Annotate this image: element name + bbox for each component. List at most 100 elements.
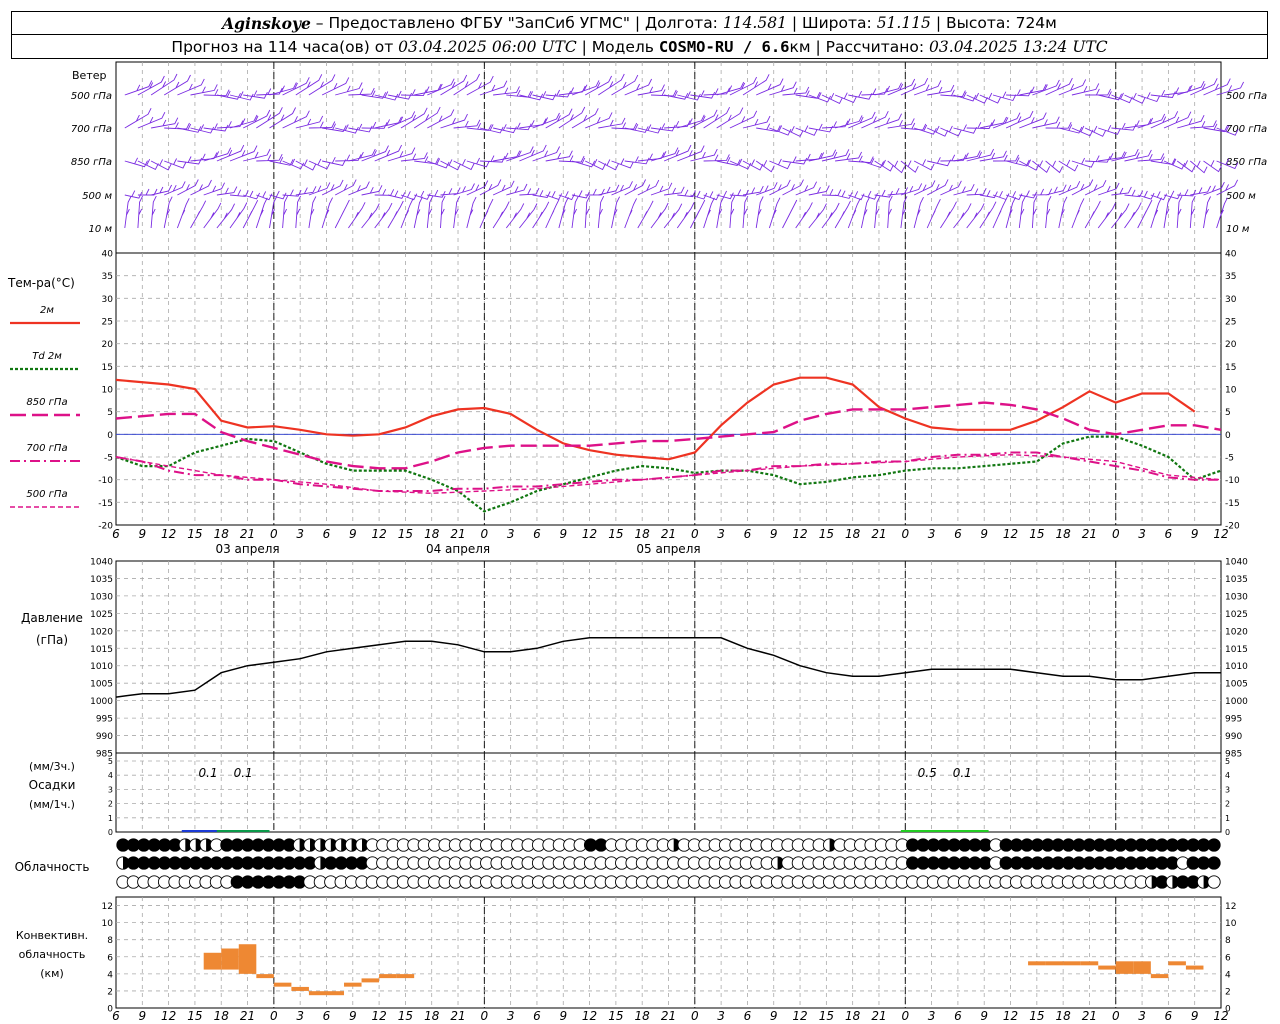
wind-barb	[821, 92, 843, 104]
wind-barb	[335, 154, 362, 162]
pressure-title: Давление	[21, 611, 83, 625]
altitude-label: | Высота:	[930, 14, 1016, 32]
axis-tick-label-left: 1005	[90, 680, 113, 690]
wind-barb	[124, 196, 132, 229]
day-label: 05 апреля	[636, 542, 700, 556]
wind-barb	[808, 92, 832, 103]
precip-bar	[900, 830, 954, 832]
x-tick-label: 0	[691, 1009, 699, 1023]
wind-barb	[150, 184, 173, 196]
wind-barb	[677, 145, 705, 162]
wind-barb	[545, 150, 573, 162]
wind-barb	[755, 196, 764, 229]
day-label: 04 апреля	[426, 542, 490, 556]
wind-barb	[1111, 203, 1130, 229]
wind-barb	[1045, 77, 1073, 96]
wind-barb	[887, 118, 915, 129]
x-tick-label: 18	[635, 527, 651, 541]
conv-bar	[256, 974, 274, 979]
wind-barb	[1006, 89, 1032, 97]
conv-tick-right: 4	[1225, 970, 1231, 980]
x-tick-label: 3	[717, 1009, 725, 1023]
cloud-symbol	[1207, 856, 1221, 870]
wind-barb	[466, 157, 490, 168]
wind-level-label-right: 500 гПа	[1226, 91, 1267, 102]
wind-barb	[834, 200, 851, 229]
wind-barb	[860, 196, 871, 229]
wind-barb	[322, 123, 347, 132]
x-tick-label: 15	[187, 527, 202, 541]
wind-barb	[1203, 123, 1228, 133]
station-name: Aginskoye	[222, 13, 311, 33]
x-tick-label: 9	[138, 1009, 146, 1023]
wind-barb	[453, 196, 461, 229]
wind-barb	[1150, 197, 1162, 229]
wind-barb	[321, 197, 334, 229]
wind-barb	[874, 82, 902, 96]
wind-barb	[506, 89, 532, 98]
wind-barb	[190, 84, 218, 96]
axis-tick-label-right: 0	[1225, 431, 1231, 441]
wind-barb	[282, 110, 310, 129]
wind-barb	[124, 107, 152, 129]
wind-barb	[992, 91, 1017, 102]
precip-tick-right: 2	[1225, 800, 1230, 809]
x-tick-label: 6	[1165, 527, 1173, 541]
axis-tick-label-left: -10	[98, 476, 113, 486]
x-tick-label: 6	[533, 527, 541, 541]
wind-barb	[795, 90, 821, 99]
wind-barb	[216, 144, 245, 162]
wind-barb	[203, 147, 232, 162]
wind-barb	[282, 195, 289, 229]
conv-tick-right: 8	[1225, 936, 1231, 946]
model-label: | Модель	[576, 37, 659, 56]
axis-tick-label-right: 1010	[1225, 662, 1248, 672]
x-tick-label: 12	[161, 527, 176, 541]
wind-barb	[440, 113, 468, 129]
wind-barb	[335, 124, 359, 134]
wind-barb	[374, 202, 393, 229]
wind-barb	[400, 89, 427, 97]
wind-barb	[650, 89, 677, 97]
axis-tick-label-right: 985	[1225, 750, 1242, 760]
wind-level-label-right: 700 гПа	[1226, 124, 1267, 135]
x-tick-label: 21	[450, 1009, 465, 1023]
wind-barb	[1150, 156, 1176, 165]
wind-barb	[966, 148, 995, 162]
axis-tick-label-right: 15	[1225, 363, 1236, 373]
wind-barb	[387, 111, 416, 129]
wind-barb	[334, 179, 357, 196]
wind-barb	[1163, 111, 1192, 129]
wind-barb	[742, 74, 770, 96]
wind-barb	[269, 107, 297, 129]
wind-barb	[414, 83, 442, 96]
pressure-line	[115, 637, 1221, 698]
wind-barb	[584, 75, 613, 96]
wind-barb	[1111, 92, 1133, 104]
axis-tick-label-left: 1020	[90, 627, 113, 637]
x-tick-label: 18	[424, 527, 440, 541]
wind-barb	[229, 189, 249, 197]
wind-barb	[1019, 159, 1040, 171]
wind-barb	[966, 92, 988, 104]
wind-barb	[177, 123, 202, 133]
wind-barb	[466, 196, 477, 229]
x-tick-label: 3	[928, 1009, 936, 1023]
precip-tick-right: 5	[1225, 757, 1230, 766]
wind-barb	[1084, 125, 1107, 137]
x-tick-label: 18	[214, 527, 230, 541]
axis-tick-label-right: 25	[1225, 318, 1236, 328]
wind-barb	[782, 125, 804, 137]
conv-bar	[344, 982, 362, 987]
precip-tick-left: 5	[108, 757, 113, 766]
wind-barb	[1071, 125, 1094, 137]
x-tick-label: 9	[1191, 527, 1199, 541]
wind-barb	[861, 110, 889, 129]
wind-barb	[400, 198, 414, 229]
wind-barb	[729, 195, 736, 229]
wind-barb	[834, 92, 857, 103]
wind-barb	[1058, 124, 1083, 134]
x-tick-label: 15	[1029, 1009, 1044, 1023]
wind-barb	[1124, 189, 1144, 198]
wind-barb	[400, 152, 428, 162]
